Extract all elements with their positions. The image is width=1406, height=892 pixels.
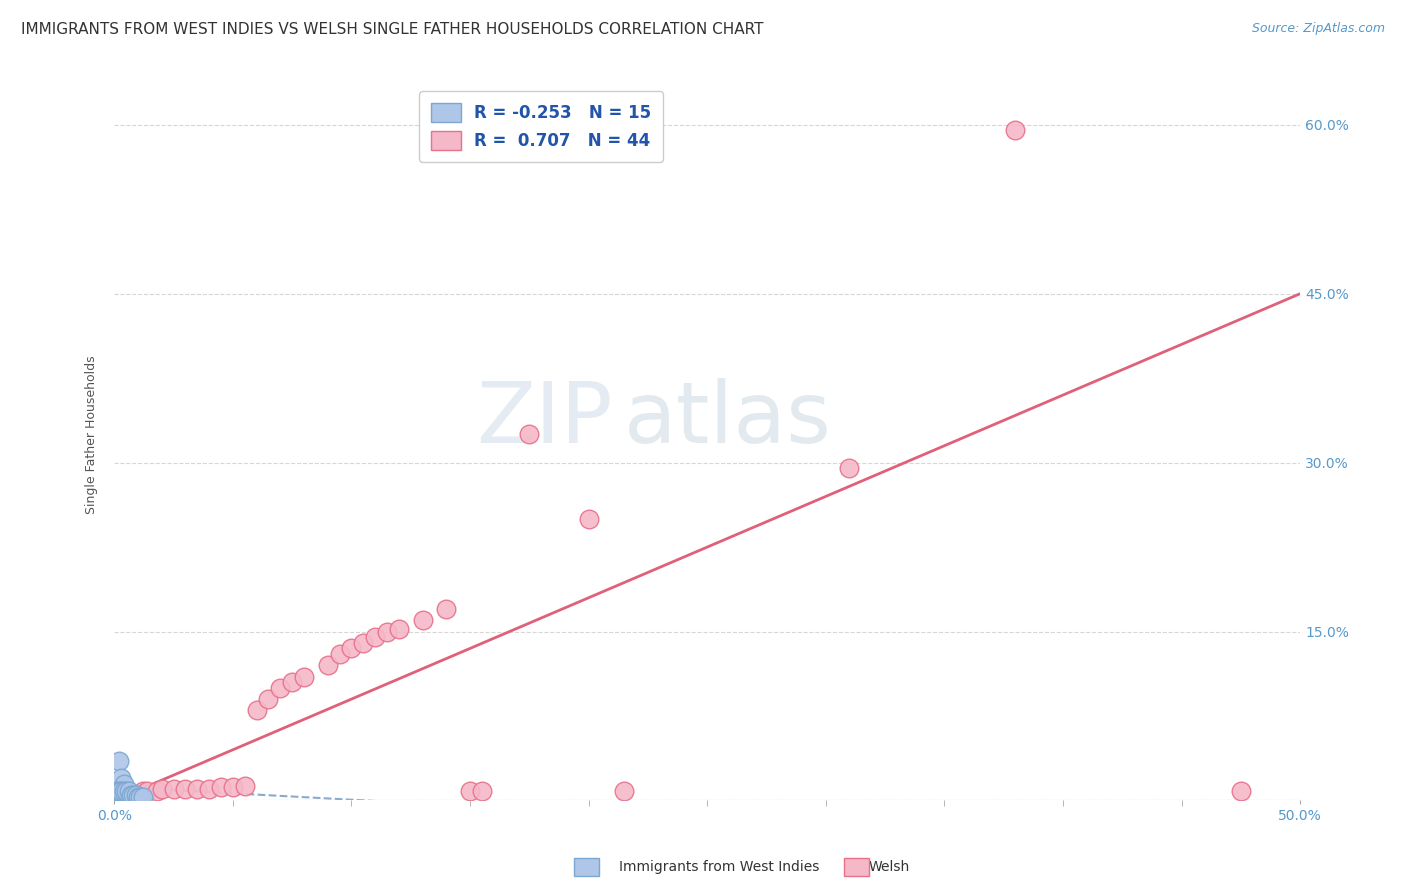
Legend: R = -0.253   N = 15, R =  0.707   N = 44: R = -0.253 N = 15, R = 0.707 N = 44 xyxy=(419,92,664,161)
Point xyxy=(364,630,387,644)
Point xyxy=(122,788,145,802)
Point xyxy=(112,790,135,805)
Point xyxy=(613,784,636,798)
Point xyxy=(517,427,540,442)
Point xyxy=(132,784,155,798)
Point xyxy=(292,670,315,684)
Point xyxy=(233,779,256,793)
Point xyxy=(129,788,152,802)
Point xyxy=(257,692,280,706)
Point xyxy=(375,624,398,639)
Point xyxy=(578,512,600,526)
Text: Immigrants from West Indies: Immigrants from West Indies xyxy=(619,860,820,874)
Point xyxy=(316,658,339,673)
Point xyxy=(281,675,304,690)
Point xyxy=(1229,784,1251,798)
Point xyxy=(471,784,494,798)
Point xyxy=(108,784,131,798)
Point xyxy=(150,782,173,797)
Point xyxy=(105,790,128,805)
Text: Source: ZipAtlas.com: Source: ZipAtlas.com xyxy=(1251,22,1385,36)
Point xyxy=(269,681,291,695)
Point xyxy=(186,782,208,797)
Point xyxy=(110,790,132,805)
Point xyxy=(108,754,131,768)
Point xyxy=(115,784,138,798)
Point xyxy=(122,788,145,802)
Text: IMMIGRANTS FROM WEST INDIES VS WELSH SINGLE FATHER HOUSEHOLDS CORRELATION CHART: IMMIGRANTS FROM WEST INDIES VS WELSH SIN… xyxy=(21,22,763,37)
Text: ZIP: ZIP xyxy=(475,378,613,461)
Point xyxy=(129,790,152,805)
Point xyxy=(198,782,221,797)
Point xyxy=(838,461,860,475)
Point xyxy=(222,780,245,794)
Point xyxy=(434,602,457,616)
Point xyxy=(117,788,139,802)
Point xyxy=(110,784,132,798)
Point xyxy=(458,784,481,798)
Point xyxy=(108,790,131,805)
Point xyxy=(120,788,142,802)
Point xyxy=(110,771,132,785)
Point xyxy=(1004,123,1026,137)
Y-axis label: Single Father Households: Single Father Households xyxy=(86,355,98,514)
Point xyxy=(112,784,135,798)
Text: Welsh: Welsh xyxy=(869,860,910,874)
Point xyxy=(352,636,374,650)
Point xyxy=(124,788,146,802)
Point xyxy=(127,788,149,802)
Point xyxy=(245,703,267,717)
Point xyxy=(117,784,139,798)
Point xyxy=(127,790,149,805)
Point xyxy=(115,788,138,802)
Point xyxy=(136,784,159,798)
Point xyxy=(132,790,155,805)
Point xyxy=(120,788,142,802)
Point xyxy=(412,613,434,627)
Point xyxy=(329,647,352,661)
Point xyxy=(105,784,128,798)
Point xyxy=(162,782,184,797)
Point xyxy=(340,641,363,656)
Point xyxy=(146,784,169,798)
Point xyxy=(124,788,146,802)
Point xyxy=(388,622,411,636)
Point xyxy=(174,782,197,797)
Point xyxy=(112,776,135,790)
Text: atlas: atlas xyxy=(624,378,832,461)
Point xyxy=(209,780,232,794)
